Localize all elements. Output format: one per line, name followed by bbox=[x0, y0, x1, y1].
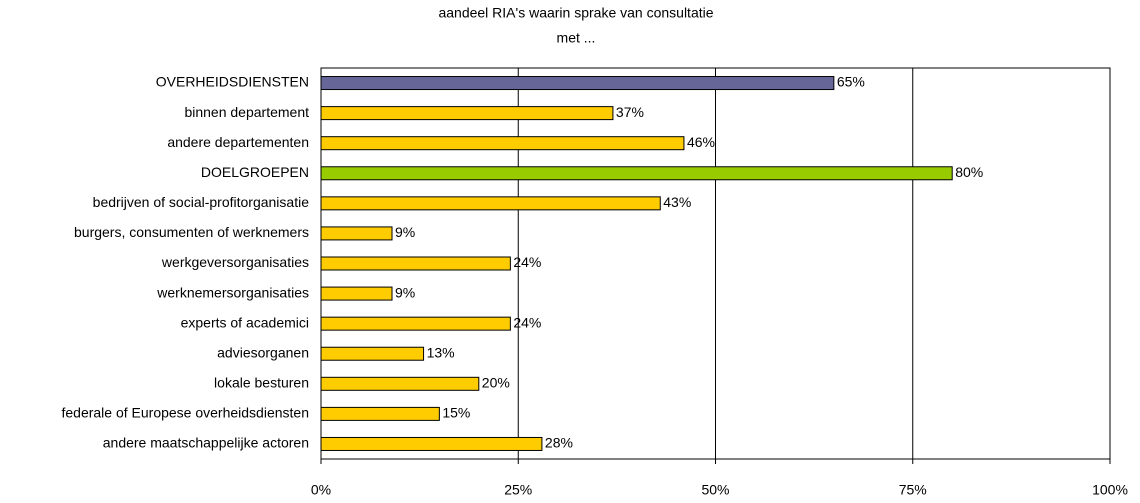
y-tick-label: andere departementen bbox=[167, 134, 309, 150]
chart-title: aandeel RIA's waarin sprake van consulta… bbox=[438, 5, 713, 21]
bar bbox=[320, 436, 543, 451]
data-label: 43% bbox=[663, 194, 691, 210]
data-label: 9% bbox=[395, 284, 415, 300]
y-tick-label: andere maatschappelijke actoren bbox=[103, 435, 309, 451]
y-tick-label: werknemersorganisaties bbox=[156, 284, 309, 300]
data-label: 20% bbox=[482, 375, 510, 391]
y-tick-label: OVERHEIDSDIENSTEN bbox=[156, 74, 309, 90]
y-tick-label: burgers, consumenten of werknemers bbox=[74, 224, 309, 240]
x-tick-label: 0% bbox=[311, 482, 331, 498]
data-label: 46% bbox=[687, 134, 715, 150]
y-tick-label: DOELGROEPEN bbox=[201, 164, 309, 180]
data-label: 13% bbox=[427, 344, 455, 360]
y-tick-label: federale of Europese overheidsdiensten bbox=[61, 405, 309, 421]
data-label: 65% bbox=[837, 74, 865, 90]
bar bbox=[320, 106, 614, 121]
y-tick-label: binnen departement bbox=[184, 104, 309, 120]
bar bbox=[320, 166, 953, 181]
data-label: 28% bbox=[545, 435, 573, 451]
data-label: 15% bbox=[442, 405, 470, 421]
bar bbox=[320, 136, 685, 151]
x-tick-label: 25% bbox=[504, 482, 532, 498]
bar bbox=[320, 286, 393, 301]
data-label: 9% bbox=[395, 224, 415, 240]
data-label: 37% bbox=[616, 104, 644, 120]
data-label: 80% bbox=[955, 164, 983, 180]
data-label: 24% bbox=[513, 254, 541, 270]
x-tick-label: 100% bbox=[1092, 482, 1128, 498]
bar bbox=[320, 196, 661, 211]
bar bbox=[320, 376, 480, 391]
data-label: 24% bbox=[513, 314, 541, 330]
chart-title: met ... bbox=[557, 30, 596, 46]
bar bbox=[320, 256, 511, 271]
y-tick-label: lokale besturen bbox=[214, 375, 309, 391]
x-tick-label: 75% bbox=[899, 482, 927, 498]
bar bbox=[320, 76, 835, 91]
y-tick-label: werkgeversorganisaties bbox=[161, 254, 309, 270]
bar bbox=[320, 316, 511, 331]
bar bbox=[320, 346, 425, 361]
y-tick-label: bedrijven of social-profitorganisatie bbox=[93, 194, 310, 210]
y-tick-label: adviesorganen bbox=[217, 344, 309, 360]
bar bbox=[320, 226, 393, 241]
bar bbox=[320, 406, 440, 421]
y-tick-label: experts of academici bbox=[181, 314, 309, 330]
x-tick-label: 50% bbox=[701, 482, 729, 498]
